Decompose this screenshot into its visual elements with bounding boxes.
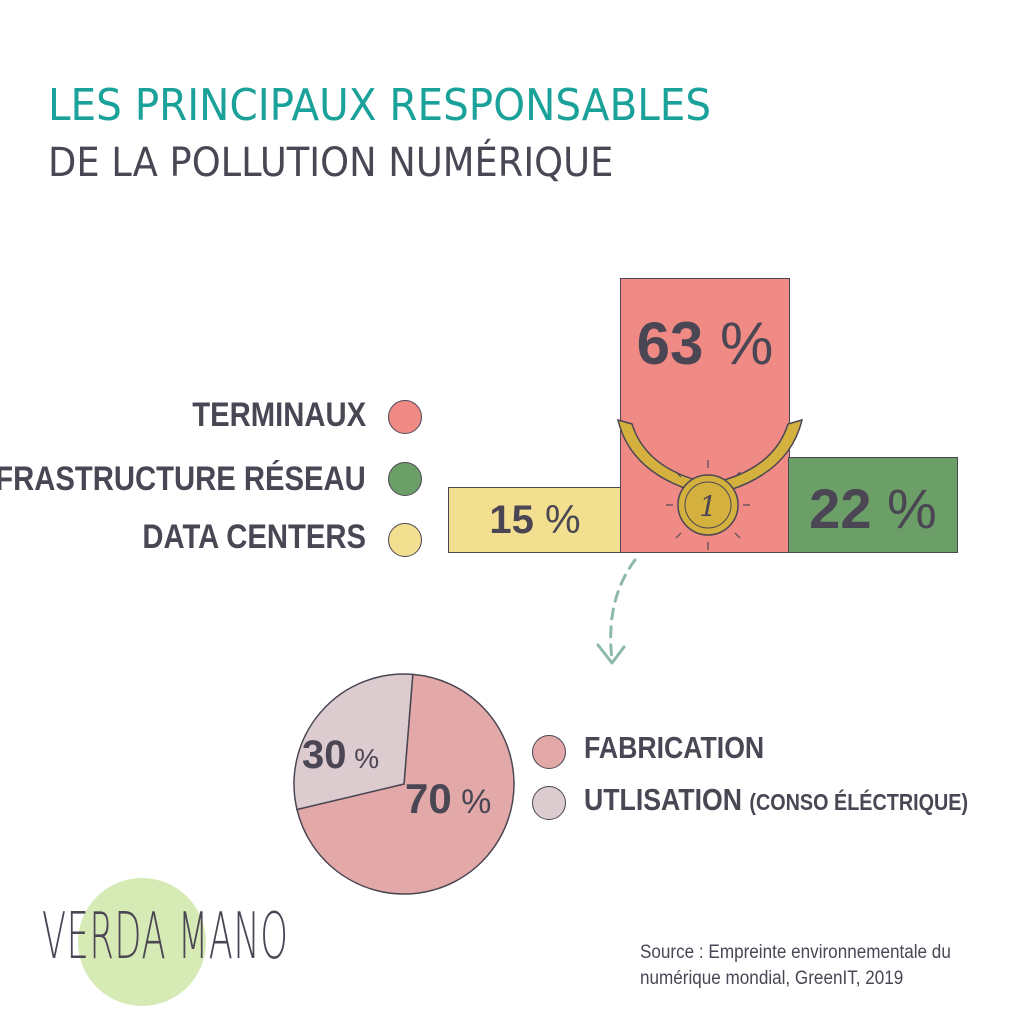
legend-label-terminaux: TERMINAUX [192,396,366,434]
logo: VERDA MANO [42,900,289,974]
source-line-2: numérique mondial, GreenIT, 2019 [640,968,904,989]
bar-infrastructure-reseau: 22 % [788,456,958,553]
medal-number: 1 [699,490,717,523]
dashed-arrow-icon [596,558,637,665]
bar-data-centers: 15 % [448,487,622,553]
title-line-1: LES PRINCIPAUX RESPONSABLES [48,80,712,131]
bar-value-infrastructure-reseau: 22 % [809,476,937,540]
legend-swatch-datacenters [388,523,422,557]
medal-icon: 1 [616,418,804,550]
source-note: Source : Empreinte environnementale du n… [640,940,951,992]
bar-value-data-centers: 15 % [489,498,581,543]
pie-slice-utilisation [293,673,414,811]
pie-slice-fabrication [296,673,515,895]
pie-value-utilisation: 30 % [302,733,380,777]
logo-circle [78,878,206,1006]
pie-value-fabrication: 70 % [405,775,492,822]
legend-label-fabrication: FABRICATION [584,730,765,765]
legend-swatch-infrastructure [388,462,422,496]
legend-label-utilisation: UTLISATION (CONSO ÉLÉCTRIQUE) [584,782,969,817]
title-line-2: DE LA POLLUTION NUMÉRIQUE [48,140,614,186]
legend-label-datacenters: DATA CENTERS [142,518,366,556]
source-line-1: Source : Empreinte environnementale du [640,942,951,963]
bar-value-terminaux: 63 % [636,309,774,377]
legend-label-infrastructure: INFRASTRUCTURE RÉSEAU [0,460,366,498]
pie-chart [293,673,515,895]
legend-swatch-utilisation [532,786,566,820]
legend-swatch-fabrication [532,735,566,769]
legend-swatch-terminaux [388,400,422,434]
